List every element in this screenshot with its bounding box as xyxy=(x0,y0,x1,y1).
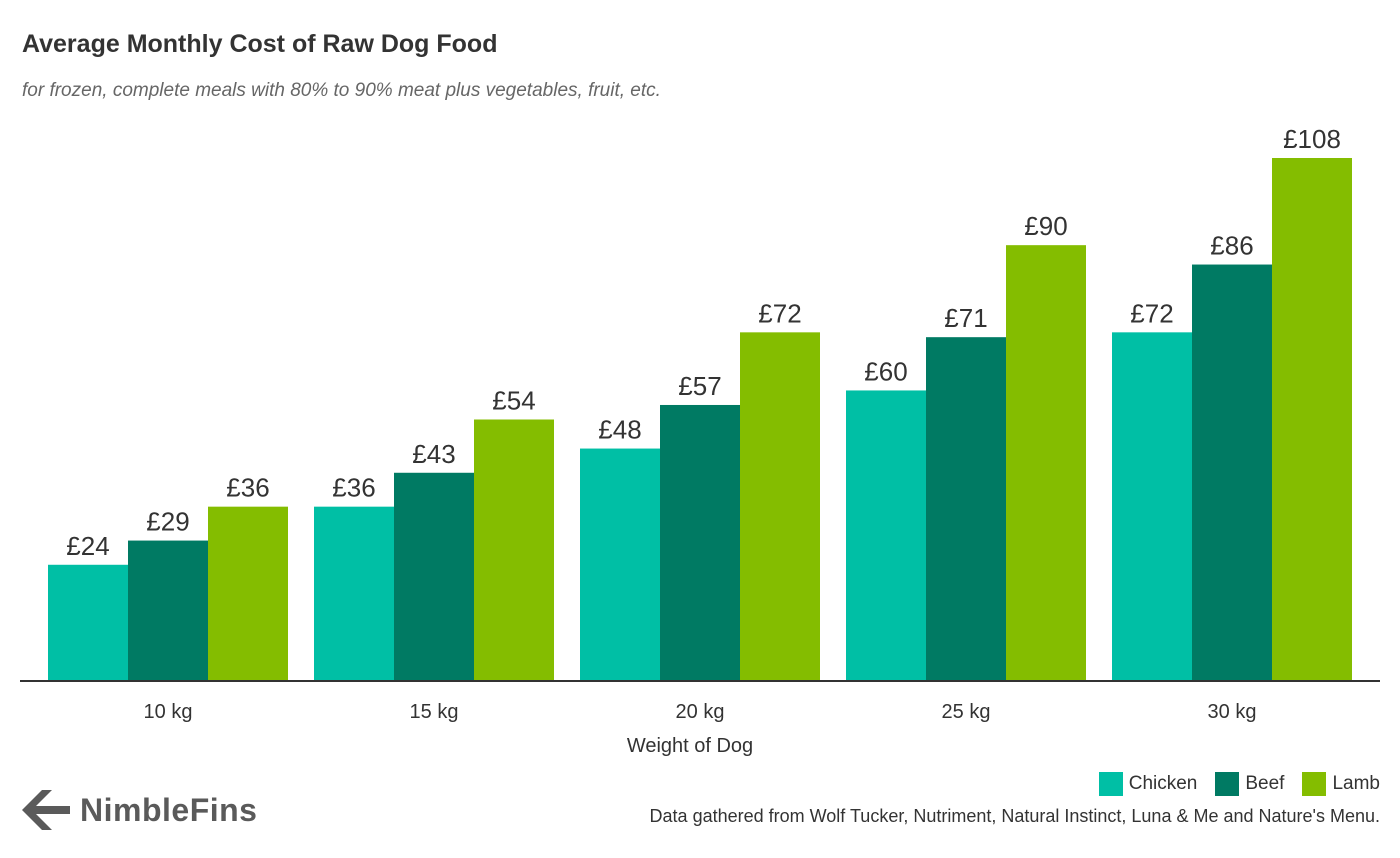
bar-value-label: £57 xyxy=(678,371,721,401)
bar-lamb-20kg xyxy=(740,332,820,681)
bar-value-label: £90 xyxy=(1024,211,1067,241)
bar-beef-25kg xyxy=(926,337,1006,681)
bar-value-label: £36 xyxy=(226,473,269,503)
bar-chicken-10kg xyxy=(48,564,128,681)
x-tick-label: 30 kg xyxy=(1208,701,1257,723)
bar-lamb-15kg xyxy=(474,419,554,681)
bar-chart: £24 £29 £36 £36 £43 £54 £48 £57 £72 £60 £71 £90 £72 £… xyxy=(20,124,1380,757)
bar-chicken-30kg xyxy=(1112,332,1192,681)
x-tick-label: 10 kg xyxy=(144,701,193,723)
bars-group xyxy=(48,158,1352,681)
brand-name: NimbleFins xyxy=(80,791,258,828)
bar-chicken-25kg xyxy=(846,390,926,681)
bar-labels-group: £24 £29 £36 £36 £43 £54 £48 £57 £72 £60 £71 £90 £72 £… xyxy=(66,124,1341,561)
bar-value-label: £29 xyxy=(146,507,189,537)
bar-value-label: £71 xyxy=(944,303,987,333)
x-tick-labels-group: 10 kg 15 kg 20 kg 25 kg 30 kg xyxy=(144,701,1257,723)
data-source-note: Data gathered from Wolf Tucker, Nutrimen… xyxy=(649,806,1380,826)
bar-value-label: £72 xyxy=(758,298,801,328)
bar-value-label: £86 xyxy=(1210,231,1253,261)
legend-item-chicken: Chicken xyxy=(1098,772,1198,796)
bar-value-label: £60 xyxy=(864,356,907,386)
legend-swatch xyxy=(1215,772,1240,796)
legend-swatch xyxy=(1098,772,1123,796)
chart-title: Average Monthly Cost of Raw Dog Food xyxy=(22,30,498,58)
bar-beef-10kg xyxy=(128,540,208,681)
x-axis-title: Weight of Dog xyxy=(627,735,753,757)
bar-value-label: £54 xyxy=(492,386,535,416)
bar-chicken-20kg xyxy=(580,448,660,681)
bar-value-label: £43 xyxy=(412,439,455,469)
chart-subtitle: for frozen, complete meals with 80% to 9… xyxy=(22,80,661,101)
bar-value-label: £108 xyxy=(1283,124,1341,154)
brand-logo: NimbleFins xyxy=(22,790,257,830)
bar-value-label: £48 xyxy=(598,415,641,445)
bar-chicken-15kg xyxy=(314,506,394,681)
bar-beef-20kg xyxy=(660,404,740,681)
bar-value-label: £24 xyxy=(66,531,109,561)
bar-beef-15kg xyxy=(394,472,474,681)
bar-beef-30kg xyxy=(1192,264,1272,681)
bar-value-label: £36 xyxy=(332,473,375,503)
legend: Chicken Beef Lamb xyxy=(1091,772,1380,796)
x-tick-label: 25 kg xyxy=(942,701,991,723)
x-tick-label: 20 kg xyxy=(676,701,725,723)
legend-item-lamb: Lamb xyxy=(1302,772,1380,796)
bar-lamb-30kg xyxy=(1272,158,1352,681)
bar-lamb-25kg xyxy=(1006,245,1086,681)
bar-value-label: £72 xyxy=(1130,298,1173,328)
x-tick-label: 15 kg xyxy=(410,701,459,723)
legend-swatch xyxy=(1302,772,1327,796)
legend-label: Beef xyxy=(1245,773,1285,794)
legend-item-beef: Beef xyxy=(1215,772,1284,796)
nimblefins-arrow-icon xyxy=(22,790,70,830)
bar-lamb-10kg xyxy=(208,506,288,681)
legend-label: Lamb xyxy=(1332,773,1380,794)
legend-label: Chicken xyxy=(1128,773,1198,794)
